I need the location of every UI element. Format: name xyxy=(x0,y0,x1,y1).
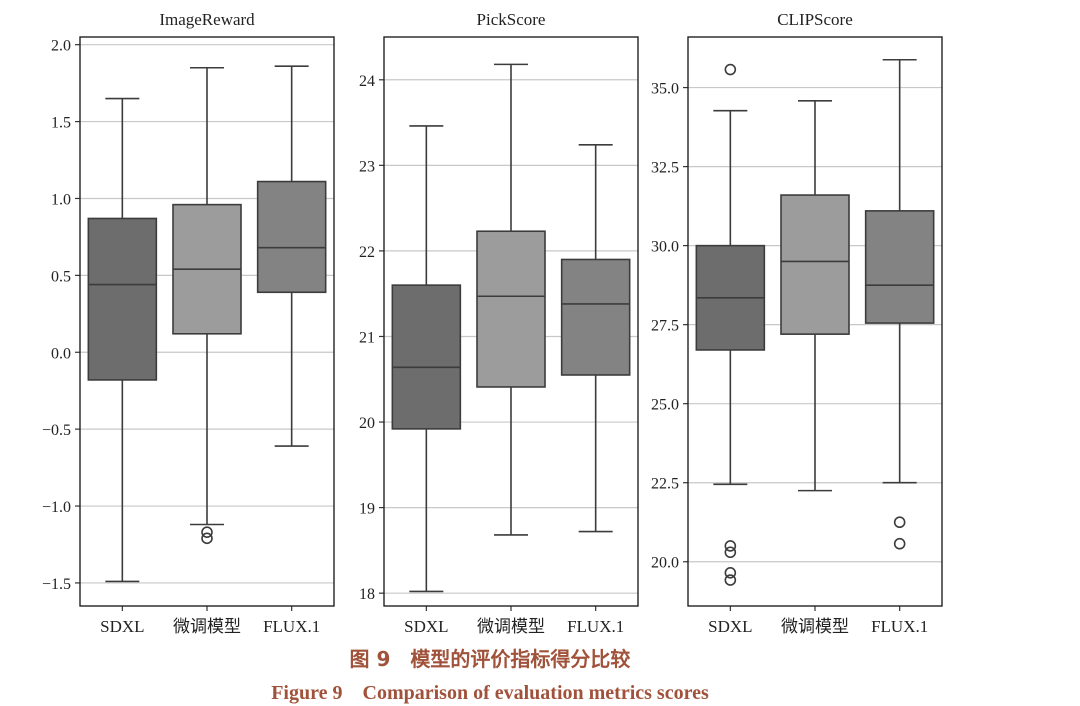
image-reward-box-2 xyxy=(172,66,242,545)
image-reward-panel: −1.5 −1.0 −0.5 0.0 0.5 1.0 1.5 2.0 SDXL 微调模型 FLUX.… xyxy=(42,10,335,637)
clip-score-xtick-label: SDXL xyxy=(708,617,752,636)
clip-score-box-2 xyxy=(780,100,850,492)
image-reward-ytick-label: 1.5 xyxy=(51,115,71,132)
outlier-point xyxy=(724,574,737,586)
clip-score-xtick-label: FLUX.1 xyxy=(871,617,928,636)
clip-score-ytick-label: 20.0 xyxy=(651,555,679,572)
clip-score-ytick-label: 35.0 xyxy=(651,81,679,98)
pick-score-ytick-label: 23 xyxy=(359,158,375,175)
pick-score-title: PickScore xyxy=(477,10,546,29)
clip-score-box-1 xyxy=(695,63,766,586)
clip-score-box-3 xyxy=(864,58,935,550)
image-reward-ytick-label: −1.5 xyxy=(42,576,71,593)
outlier-point xyxy=(724,567,737,579)
outlier-point xyxy=(201,532,213,545)
outlier-point xyxy=(893,516,906,529)
image-reward-xtick-label: FLUX.1 xyxy=(263,617,320,636)
pick-score-axes-frame xyxy=(383,36,639,607)
clip-score-ytick-label: 30.0 xyxy=(651,239,679,256)
pick-score-box-1 xyxy=(391,125,462,593)
image-reward-ytick-label: −1.0 xyxy=(42,499,71,516)
iqr-box xyxy=(476,230,546,388)
pick-score-xtick-label: FLUX.1 xyxy=(567,617,624,636)
pick-score-xtick-label: SDXL xyxy=(404,617,448,636)
pick-score-ytick-label: 21 xyxy=(359,329,375,346)
pick-score-box-2 xyxy=(476,63,546,536)
pick-score-xtick-label: 微调模型 xyxy=(477,617,545,637)
iqr-box xyxy=(391,284,462,430)
pick-score-panel: 18 19 20 21 22 23 24 SDXL 微调模型 FLUX.1 PickScore xyxy=(359,10,639,637)
image-reward-ytick-label: 2.0 xyxy=(51,38,71,55)
outlier-point xyxy=(724,546,737,559)
box-plot-figure: −1.5 −1.0 −0.5 0.0 0.5 1.0 1.5 2.0 SDXL 微调模型 FLUX.… xyxy=(42,10,943,637)
pick-score-ytick-label: 22 xyxy=(359,244,375,261)
outlier-point xyxy=(724,540,737,552)
iqr-box xyxy=(87,217,158,381)
iqr-box xyxy=(864,210,935,324)
image-reward-ytick-label: 0.0 xyxy=(51,345,71,362)
outlier-point xyxy=(893,537,906,550)
image-reward-ytick-label: 0.5 xyxy=(51,268,71,285)
clip-score-title: CLIPScore xyxy=(777,10,853,29)
image-reward-axes-frame xyxy=(79,36,335,607)
iqr-box xyxy=(256,180,327,294)
image-reward-title: ImageReward xyxy=(159,10,255,29)
image-reward-xtick-label: 微调模型 xyxy=(173,617,241,637)
clip-score-ytick-label: 22.5 xyxy=(651,476,679,493)
pick-score-ytick-label: 20 xyxy=(359,415,375,432)
clip-score-ytick-label: 27.5 xyxy=(651,318,679,335)
image-reward-ytick-label: 1.0 xyxy=(51,191,71,208)
outlier-point xyxy=(201,526,213,538)
outlier-point xyxy=(724,63,737,76)
pick-score-box-3 xyxy=(560,144,631,533)
clip-score-panel: 20.0 22.5 25.0 27.5 30.0 32.5 35.0 SDXL 微调模型 FLUX… xyxy=(651,10,943,637)
clip-score-ytick-label: 32.5 xyxy=(651,160,679,177)
figure-caption-chinese: 图 9 模型的评价指标得分比较 xyxy=(349,647,631,671)
pick-score-ytick-label: 24 xyxy=(359,73,375,90)
iqr-box xyxy=(780,194,850,335)
clip-score-xtick-label: 微调模型 xyxy=(781,617,849,637)
pick-score-ytick-label: 18 xyxy=(359,586,375,603)
image-reward-box-3 xyxy=(256,65,327,447)
image-reward-xtick-label: SDXL xyxy=(100,617,144,636)
iqr-box xyxy=(560,258,631,376)
clip-score-ytick-label: 25.0 xyxy=(651,397,679,414)
image-reward-box-1 xyxy=(87,97,158,583)
clip-score-axes-frame xyxy=(687,36,943,607)
pick-score-ytick-label: 19 xyxy=(359,501,375,518)
figure-caption-english: Figure 9 Comparison of evaluation metric… xyxy=(271,682,709,704)
image-reward-ytick-label: −0.5 xyxy=(42,422,71,439)
